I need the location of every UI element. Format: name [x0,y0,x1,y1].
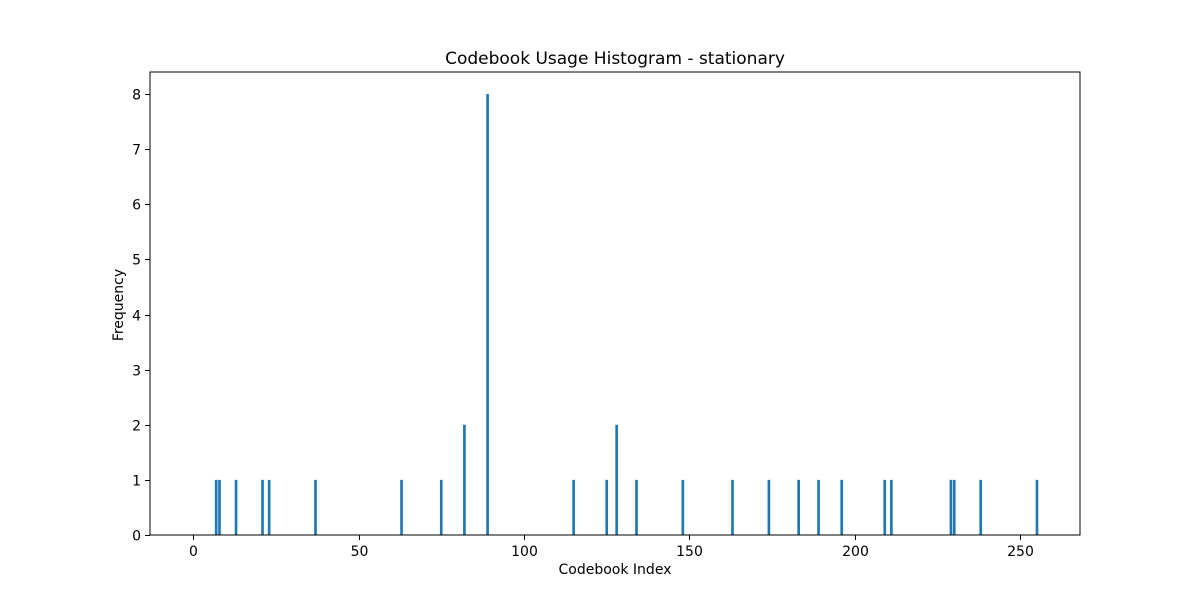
histogram-bar [214,479,218,535]
x-tick-label: 250 [1007,544,1034,560]
histogram-bar [572,479,575,535]
histogram-bar [486,94,489,536]
y-tick-label: 1 [132,474,141,490]
y-tick-label: 6 [132,198,141,214]
y-tick-label: 5 [132,253,141,269]
x-tick-label: 200 [842,544,869,560]
histogram-bar [635,479,638,535]
histogram-bar [605,479,609,535]
y-tick-label: 0 [132,529,141,545]
histogram-bar [840,479,844,535]
x-tick-label: 50 [351,544,369,560]
histogram-bar [314,479,317,535]
histogram-bar [681,479,685,535]
y-tick-label: 7 [132,143,141,159]
histogram-bar [731,479,734,535]
histogram-bar [890,479,893,535]
y-tick-label: 8 [132,88,141,104]
histogram-bar [979,479,983,535]
histogram-bar [952,479,956,535]
histogram-bar [949,479,953,535]
histogram-bar [234,479,238,535]
histogram-bar [400,479,403,535]
y-tick-label: 2 [132,419,141,435]
y-tick-label: 3 [132,364,141,380]
histogram-bar [615,424,618,535]
ticks-layer: 0 50 100 150 200 250 0 1 2 3 4 5 6 7 8 [132,88,1034,561]
plot-frame [149,71,1081,536]
histogram-bar [463,424,466,535]
chart-title: Codebook Usage Histogram - stationary [445,49,785,69]
histogram-bar [797,479,801,535]
x-tick-label: 0 [189,544,198,560]
y-tick-label: 4 [132,309,141,325]
histogram-bar [1035,479,1039,535]
histogram-bar [767,479,771,535]
x-tick-label: 150 [676,544,703,560]
histogram-bar [218,479,221,535]
bars-layer [214,94,1039,536]
histogram-bar [817,479,820,535]
y-axis-label: Frequency [111,269,127,341]
histogram-bar [883,479,887,535]
histogram-bar [439,479,443,535]
histogram-bar [261,479,264,535]
x-tick-label: 100 [511,544,538,560]
histogram-bar [267,479,271,535]
x-axis-label: Codebook Index [559,562,672,578]
